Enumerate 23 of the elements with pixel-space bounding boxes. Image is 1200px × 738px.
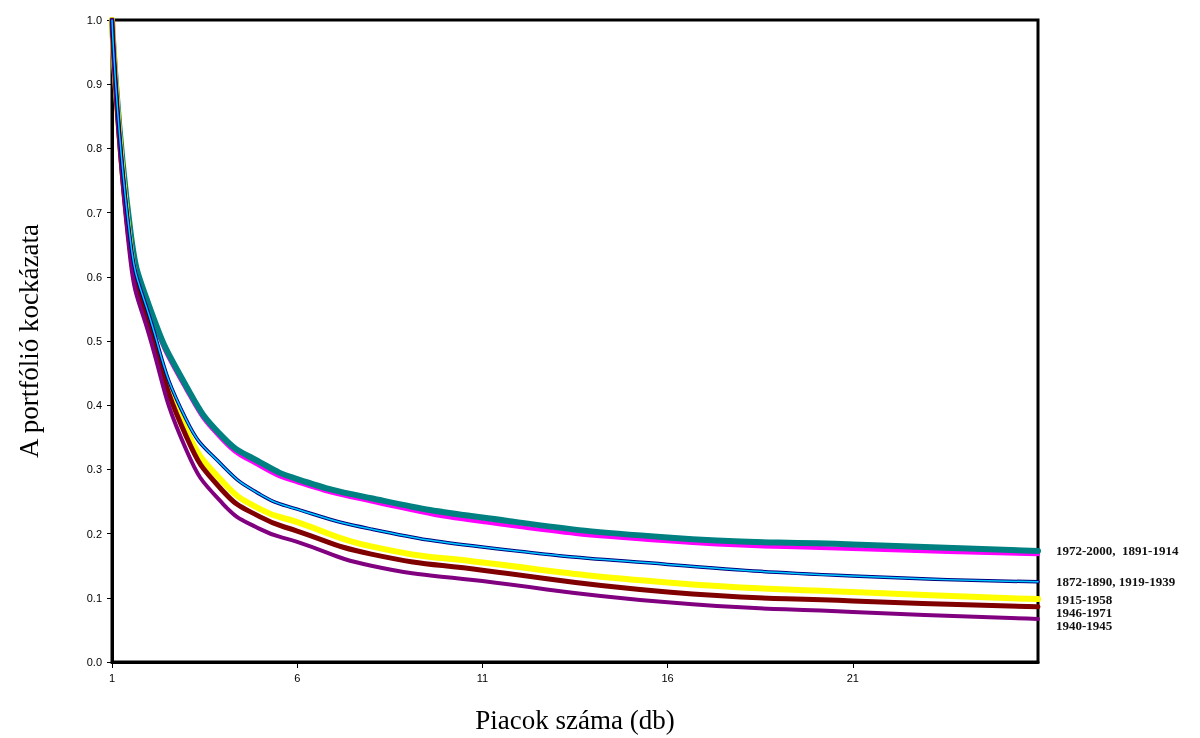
y-tick-label: 0.4 — [86, 399, 102, 412]
x-tick-label: 1 — [108, 671, 116, 684]
y-tick-label: 0.8 — [86, 142, 102, 155]
x-tick-label: 21 — [846, 671, 859, 684]
series-label: 1972-2000, 1891-1914 — [1056, 543, 1179, 559]
x-tick-label: 11 — [476, 671, 489, 684]
x-tick-label: 6 — [294, 671, 301, 684]
y-tick-label: 0.9 — [86, 78, 102, 91]
y-tick-label: 1.0 — [86, 14, 102, 26]
series-label: 1940-1945 — [1056, 617, 1113, 633]
y-tick-label: 0.1 — [86, 591, 102, 604]
y-tick-label: 0.7 — [86, 206, 102, 219]
x-axis-title: Piacok száma (db) — [475, 704, 675, 735]
y-tick-label: 0.2 — [86, 527, 102, 540]
y-tick-label: 0.6 — [86, 270, 102, 283]
y-tick-label: 0.0 — [86, 656, 102, 668]
y-tick-label: 0.5 — [86, 335, 102, 347]
series-label: 1915-1958 — [1056, 591, 1113, 607]
series-label: 1946-1971 — [1056, 604, 1113, 620]
x-tick-label: 16 — [661, 671, 674, 684]
y-axis-title: A portfólió kockázata — [13, 224, 44, 458]
series-label: 1872-1890, 1919-1939 — [1056, 574, 1176, 590]
y-tick-label: 0.3 — [86, 463, 102, 476]
